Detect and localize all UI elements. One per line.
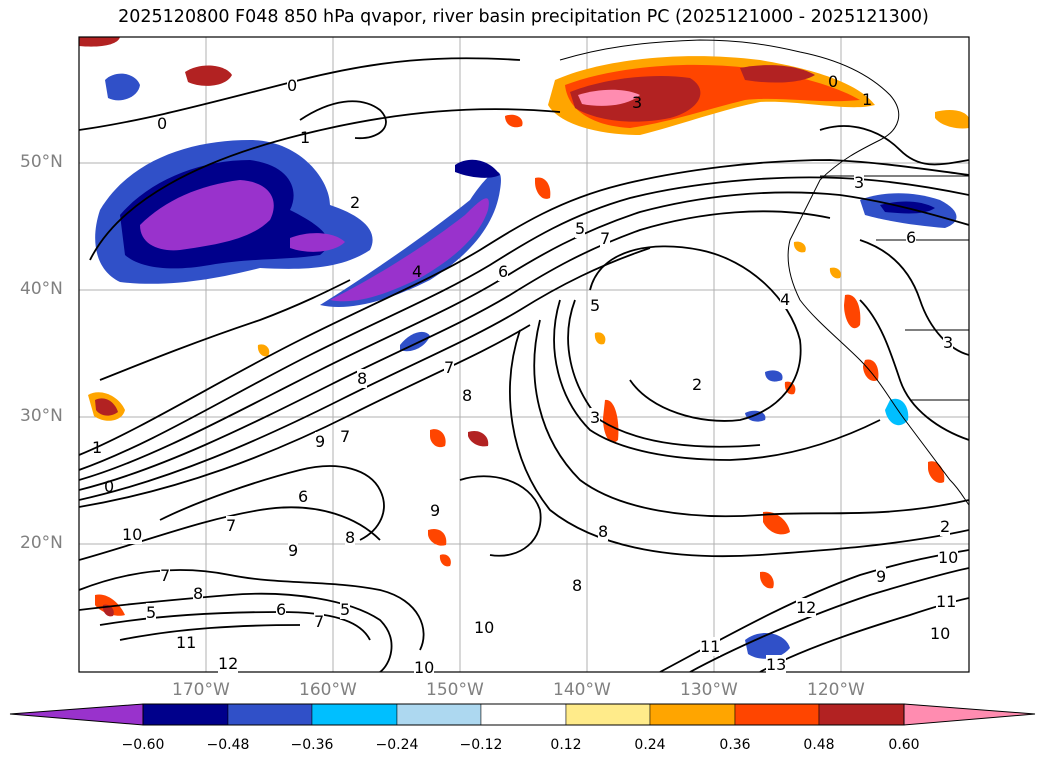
colorbar	[9, 703, 1036, 726]
lat-label-20n: 20°N	[20, 533, 63, 553]
colorbar-tick: −0.36	[290, 737, 334, 753]
colorbar-tick: −0.24	[375, 737, 419, 753]
colorbar-tick: 0.24	[634, 737, 666, 753]
coastlines	[559, 39, 969, 506]
lat-label-40n: 40°N	[20, 279, 63, 299]
qvapor-contours	[79, 57, 969, 672]
colorbar-tick: −0.12	[459, 737, 503, 753]
colorbar-tick: 0.36	[719, 737, 751, 753]
lon-label-160w: 160°W	[299, 680, 357, 700]
map-frame	[78, 36, 970, 673]
colorbar-tick: −0.60	[121, 737, 165, 753]
colorbar-tick: 0.60	[888, 737, 920, 753]
lon-label-130w: 130°W	[680, 680, 738, 700]
lat-label-50n: 50°N	[20, 152, 63, 172]
lat-label-30n: 30°N	[20, 406, 63, 426]
colorbar-tick: 0.12	[550, 737, 582, 753]
lon-label-170w: 170°W	[172, 680, 230, 700]
colorbar-tick: −0.48	[206, 737, 250, 753]
lon-label-120w: 120°W	[807, 680, 865, 700]
lon-label-140w: 140°W	[553, 680, 611, 700]
colorbar-tick: 0.48	[803, 737, 835, 753]
lon-label-150w: 150°W	[426, 680, 484, 700]
map-title: 2025120800 F048 850 hPa qvapor, river ba…	[118, 7, 929, 27]
positive-pc-shading	[79, 37, 969, 617]
map-plot-area	[79, 37, 969, 672]
